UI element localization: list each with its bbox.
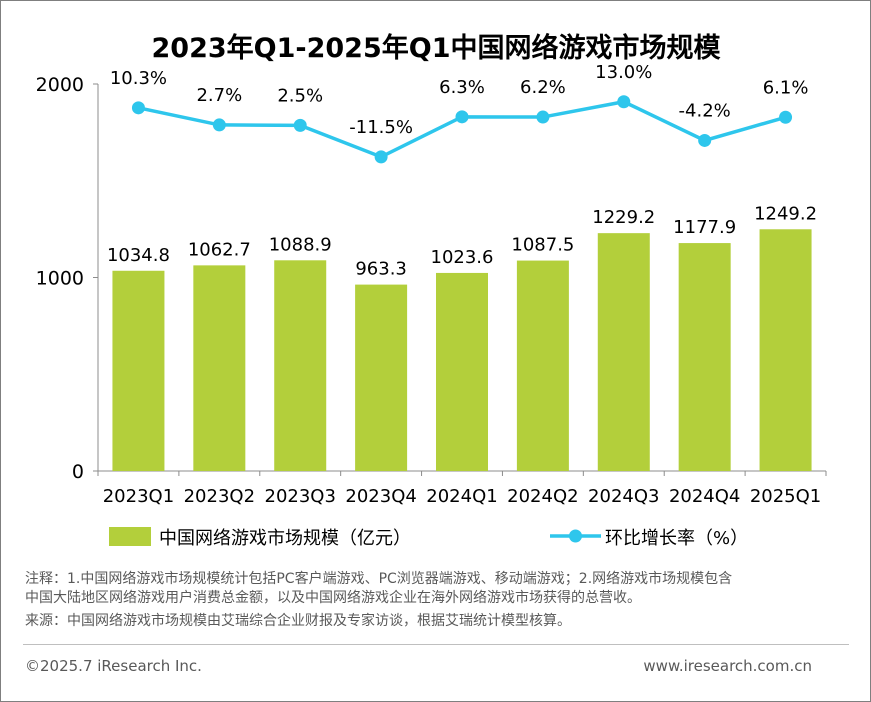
legend-line-marker bbox=[569, 529, 582, 543]
growth-point bbox=[455, 110, 469, 124]
growth-point bbox=[131, 101, 145, 115]
growth-label: -4.2% bbox=[679, 100, 731, 121]
bar bbox=[516, 260, 569, 471]
bar bbox=[678, 243, 731, 471]
growth-point bbox=[779, 110, 793, 124]
bar bbox=[112, 270, 165, 471]
y-tick-label: 0 bbox=[72, 461, 84, 483]
growth-label: 13.0% bbox=[595, 62, 652, 83]
x-tick-label: 2024Q1 bbox=[426, 486, 497, 507]
x-tick-label: 2025Q1 bbox=[750, 486, 821, 507]
growth-point bbox=[293, 118, 307, 132]
bars: 1034.8 2023Q1 1062.7 2023Q2 1088.9 2023Q3 963.… bbox=[103, 203, 822, 507]
bar bbox=[193, 265, 246, 471]
chart-title: 2023年Q1-2025年Q1中国网络游戏市场规模 bbox=[152, 32, 721, 64]
bar bbox=[597, 233, 650, 471]
x-tick-label: 2024Q4 bbox=[669, 486, 740, 507]
x-tick-label: 2023Q1 bbox=[103, 486, 174, 507]
x-tick-label: 2023Q2 bbox=[184, 486, 255, 507]
growth-label: 10.3% bbox=[110, 68, 167, 89]
x-tick-label: 2023Q3 bbox=[265, 486, 336, 507]
bar-value-label: 1034.8 bbox=[107, 245, 170, 266]
bar-value-label: 963.3 bbox=[355, 259, 407, 280]
bar-value-label: 1062.7 bbox=[188, 239, 251, 260]
legend-bar-label: 中国网络游戏市场规模（亿元） bbox=[159, 528, 411, 549]
bar-value-label: 1087.5 bbox=[511, 235, 574, 256]
note-line-2: 中国大陆地区网络游戏用户消费总金额，以及中国网络游戏企业在海外网络游戏市场获得的… bbox=[25, 590, 641, 606]
source-line: 来源：中国网络游戏市场规模由艾瑞综合企业财报及专家访谈，根据艾瑞统计模型核算。 bbox=[25, 613, 571, 629]
growth-label: -11.5% bbox=[349, 117, 413, 138]
bar bbox=[436, 272, 488, 471]
website: www.iresearch.com.cn bbox=[643, 657, 812, 675]
bar-value-label: 1177.9 bbox=[673, 217, 736, 238]
x-tick-label: 2023Q4 bbox=[345, 486, 416, 507]
footer-divider bbox=[23, 644, 849, 645]
growth-point bbox=[536, 110, 550, 124]
bar bbox=[355, 284, 408, 471]
growth-label: 2.7% bbox=[196, 85, 242, 106]
legend-line-label: 环比增长率（%） bbox=[605, 528, 748, 549]
growth-label: 2.5% bbox=[277, 85, 323, 106]
growth-point bbox=[212, 118, 226, 132]
growth-line-layer: 10.3% 2.7% 2.5% -11.5% 6.3% 6.2% 13.0% -4.2% 6.1… bbox=[110, 62, 809, 164]
x-tick-label: 2024Q2 bbox=[507, 486, 578, 507]
bar bbox=[759, 229, 812, 471]
growth-label: 6.3% bbox=[439, 77, 485, 98]
bar-value-label: 1023.6 bbox=[431, 247, 494, 268]
legend-bar-swatch bbox=[109, 527, 151, 546]
y-tick-label: 1000 bbox=[36, 268, 84, 290]
bar-value-label: 1088.9 bbox=[269, 234, 332, 255]
growth-point bbox=[617, 95, 631, 109]
note-line-1: 注释：1.中国网络游戏市场规模统计包括PC客户端游戏、PC浏览器端游戏、移动端游… bbox=[25, 571, 733, 587]
bar-value-label: 1249.2 bbox=[754, 203, 817, 224]
growth-label: 6.2% bbox=[520, 77, 566, 98]
legend: 中国网络游戏市场规模（亿元） 环比增长率（%） bbox=[109, 527, 748, 549]
growth-point bbox=[698, 133, 712, 147]
y-tick-label: 2000 bbox=[36, 74, 84, 96]
growth-label: 6.1% bbox=[763, 77, 809, 98]
bar-value-label: 1229.2 bbox=[592, 207, 655, 228]
chart-svg: 2023年Q1-2025年Q1中国网络游戏市场规模 0 1000 2000 1034… bbox=[36, 32, 827, 549]
bar bbox=[274, 260, 327, 471]
copyright: ©2025.7 iResearch Inc. bbox=[25, 657, 202, 675]
growth-point bbox=[374, 150, 388, 164]
x-tick-label: 2024Q3 bbox=[588, 486, 659, 507]
